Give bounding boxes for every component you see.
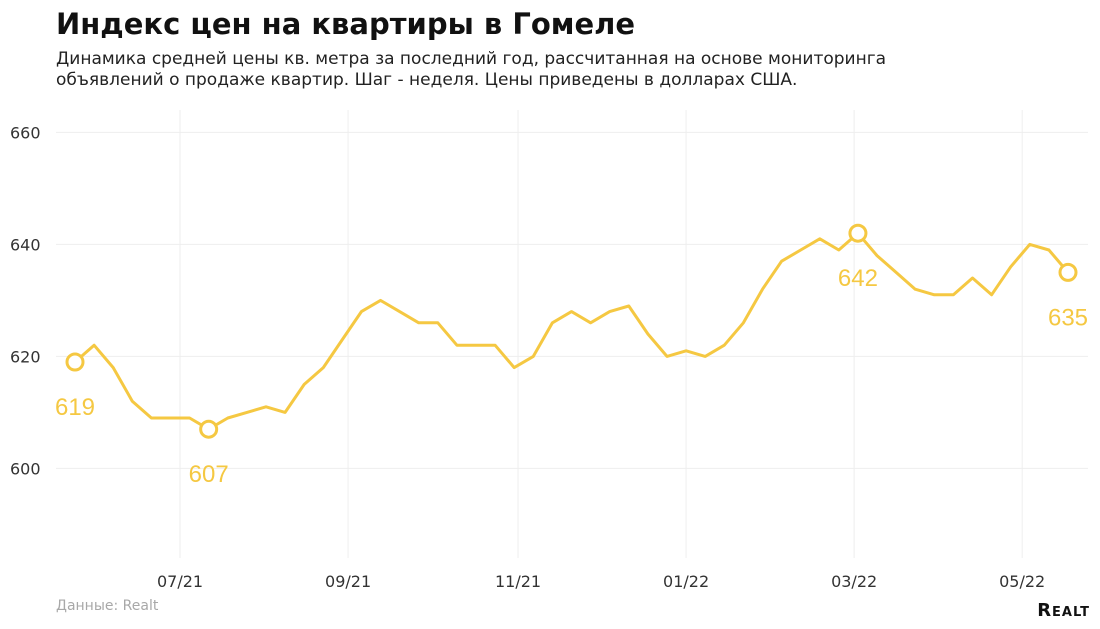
x-axis-ticks: 07/21 09/21 11/21 01/22 03/22 05/22 bbox=[157, 572, 1045, 591]
subtitle-line-2: объявлений о продаже квартир. Шаг - неде… bbox=[56, 70, 798, 90]
point-value-label: 607 bbox=[189, 461, 229, 488]
y-axis-ticks: 600 620 640 660 bbox=[10, 123, 41, 478]
y-tick-label: 600 bbox=[10, 459, 41, 478]
x-tick-label: 11/21 bbox=[495, 572, 541, 591]
x-tick-label: 09/21 bbox=[325, 572, 371, 591]
chart-subtitle: Динамика средней цены кв. метра за после… bbox=[56, 49, 1056, 91]
highlight-point bbox=[848, 223, 868, 243]
point-value-label: 635 bbox=[1048, 304, 1088, 331]
grid-layer bbox=[56, 110, 1088, 558]
highlight-layer: 619 607 642 635 bbox=[55, 223, 1088, 488]
x-tick-label: 07/21 bbox=[157, 572, 203, 591]
subtitle-line-1: Динамика средней цены кв. метра за после… bbox=[56, 49, 887, 69]
y-tick-label: 660 bbox=[10, 123, 41, 142]
highlight-point bbox=[199, 419, 219, 439]
x-tick-label: 05/22 bbox=[999, 572, 1045, 591]
x-tick-label: 01/22 bbox=[663, 572, 709, 591]
y-tick-label: 640 bbox=[10, 235, 41, 254]
point-value-label: 642 bbox=[838, 265, 878, 292]
price-line bbox=[73, 231, 1070, 431]
data-source: Данные: Realt bbox=[56, 598, 159, 614]
series-layer bbox=[73, 231, 1070, 431]
point-value-label: 619 bbox=[55, 394, 95, 421]
highlight-point bbox=[65, 352, 85, 372]
y-tick-label: 620 bbox=[10, 347, 41, 366]
x-tick-label: 03/22 bbox=[831, 572, 877, 591]
page-title: Индекс цен на квартиры в Гомеле bbox=[56, 7, 636, 41]
brand-logo: Realt bbox=[1037, 600, 1090, 621]
highlight-point bbox=[1058, 262, 1078, 282]
